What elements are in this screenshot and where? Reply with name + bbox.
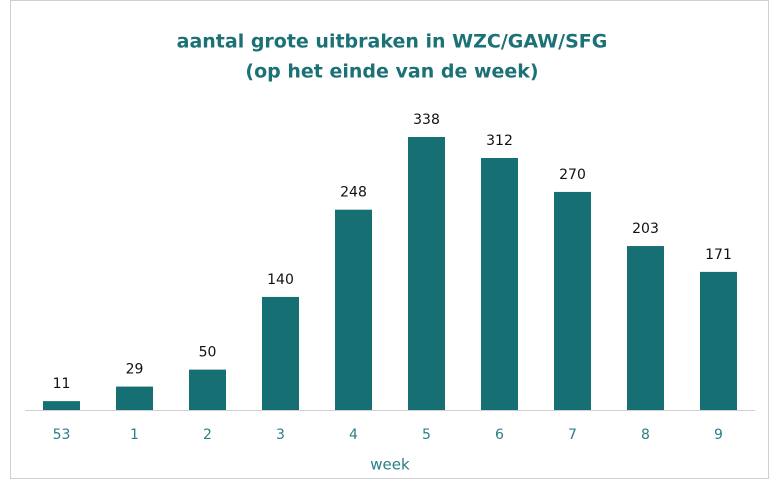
x-tick-label: 1	[130, 427, 139, 443]
bar	[43, 401, 80, 410]
bar	[408, 137, 445, 410]
bar	[554, 191, 591, 410]
x-tick-label: 5	[422, 427, 431, 443]
bar	[481, 158, 518, 410]
data-label: 338	[413, 112, 440, 128]
data-label: 203	[632, 221, 659, 237]
bar	[262, 296, 299, 410]
data-label: 312	[486, 133, 513, 149]
x-tick-label: 6	[495, 427, 504, 443]
chart-title: aantal grote uitbraken in WZC/GAW/SFG	[177, 31, 608, 53]
data-label: 50	[199, 345, 217, 361]
x-tick-label: 3	[276, 427, 285, 443]
chart-subtitle: (op het einde van de week)	[245, 61, 538, 83]
data-label: 248	[340, 185, 367, 201]
bar	[627, 246, 664, 410]
data-label: 11	[53, 376, 71, 392]
bar	[335, 209, 372, 410]
x-tick-label: 2	[203, 427, 212, 443]
x-tick-label: 9	[714, 427, 723, 443]
data-label: 29	[126, 362, 144, 378]
data-label: 171	[705, 247, 732, 263]
bar	[700, 271, 737, 410]
x-axis-title: week	[370, 456, 410, 474]
x-tick-label: 7	[568, 427, 577, 443]
data-label: 140	[267, 272, 294, 288]
x-tick-label: 8	[641, 427, 650, 443]
data-label: 270	[559, 167, 586, 183]
bar	[189, 369, 226, 410]
x-tick-label: 4	[349, 427, 358, 443]
bar	[116, 386, 153, 410]
x-tick-label: 53	[53, 427, 71, 443]
